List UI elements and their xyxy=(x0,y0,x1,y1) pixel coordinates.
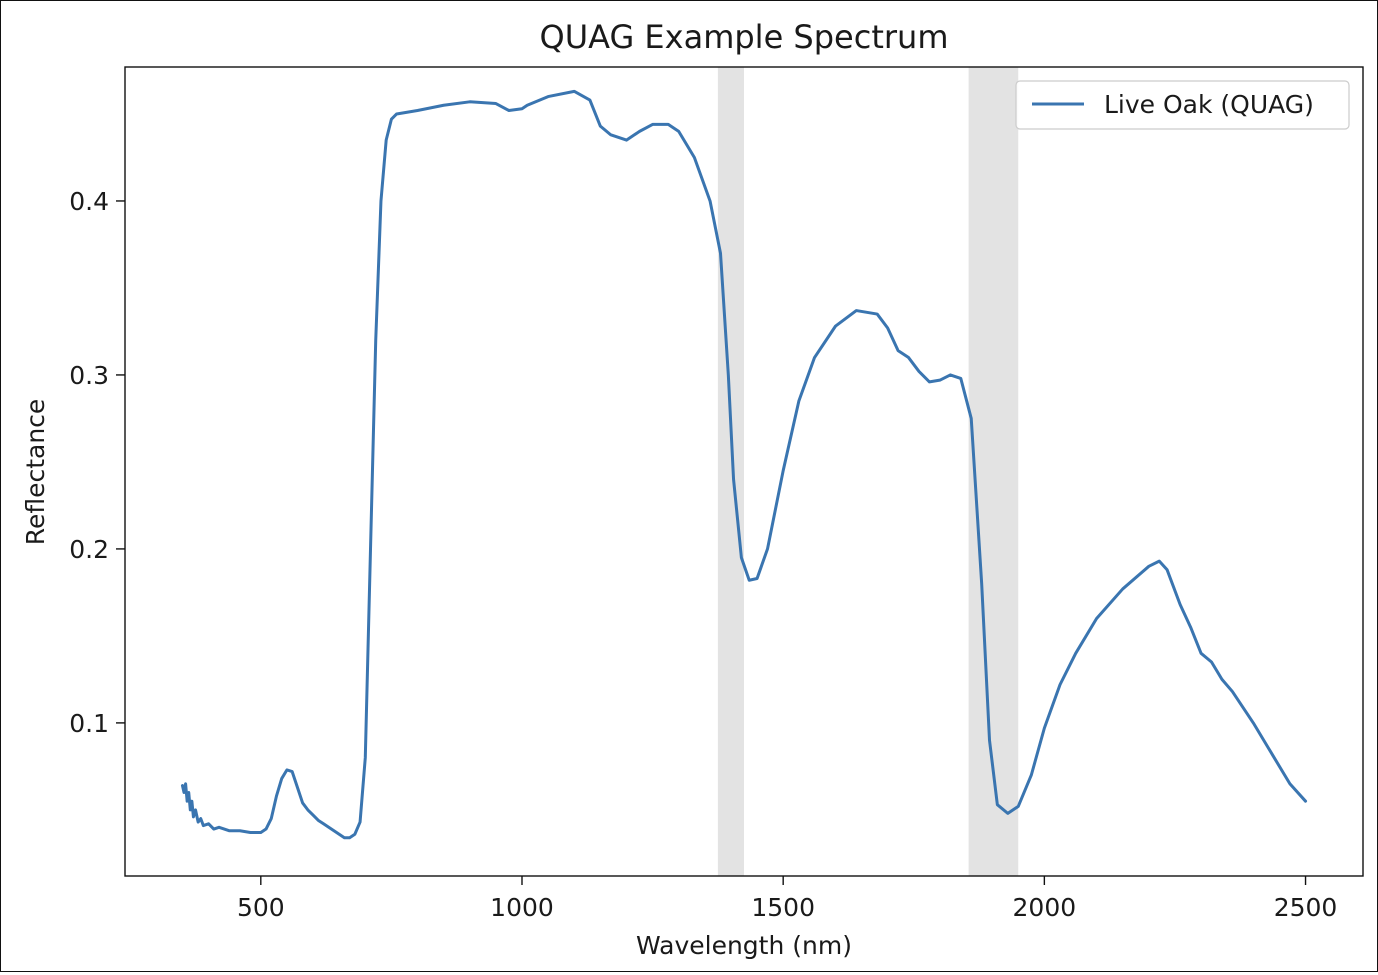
legend: Live Oak (QUAG) xyxy=(1015,80,1350,130)
x-axis-ticks: 500 1000 1500 2000 2500 xyxy=(237,876,1337,922)
y-tick-label: 0.2 xyxy=(69,535,109,564)
x-tick-label: 1500 xyxy=(751,893,815,922)
shaded-band-2 xyxy=(968,67,1019,876)
series-line-1 xyxy=(180,89,1308,840)
x-axis-label: Wavelength (nm) xyxy=(636,931,852,960)
y-tick-label: 0.4 xyxy=(69,187,109,216)
x-tick-label: 2500 xyxy=(1274,893,1338,922)
y-tick-label: 0.3 xyxy=(69,361,109,390)
shaded-band-1 xyxy=(717,67,744,876)
series-lines xyxy=(180,89,1308,840)
shaded-bands xyxy=(717,67,1019,876)
plot-frame xyxy=(124,66,1364,877)
y-axis-ticks: 0.1 0.2 0.3 0.4 xyxy=(69,187,125,738)
y-axis-label: Reflectance xyxy=(21,399,50,546)
y-tick-label: 0.1 xyxy=(69,709,109,738)
legend-box xyxy=(1015,80,1350,130)
legend-label-live-oak: Live Oak (QUAG) xyxy=(1104,90,1314,119)
x-tick-label: 500 xyxy=(237,893,285,922)
chart-title: QUAG Example Spectrum xyxy=(540,18,949,56)
x-tick-label: 2000 xyxy=(1013,893,1077,922)
x-tick-label: 1000 xyxy=(490,893,554,922)
